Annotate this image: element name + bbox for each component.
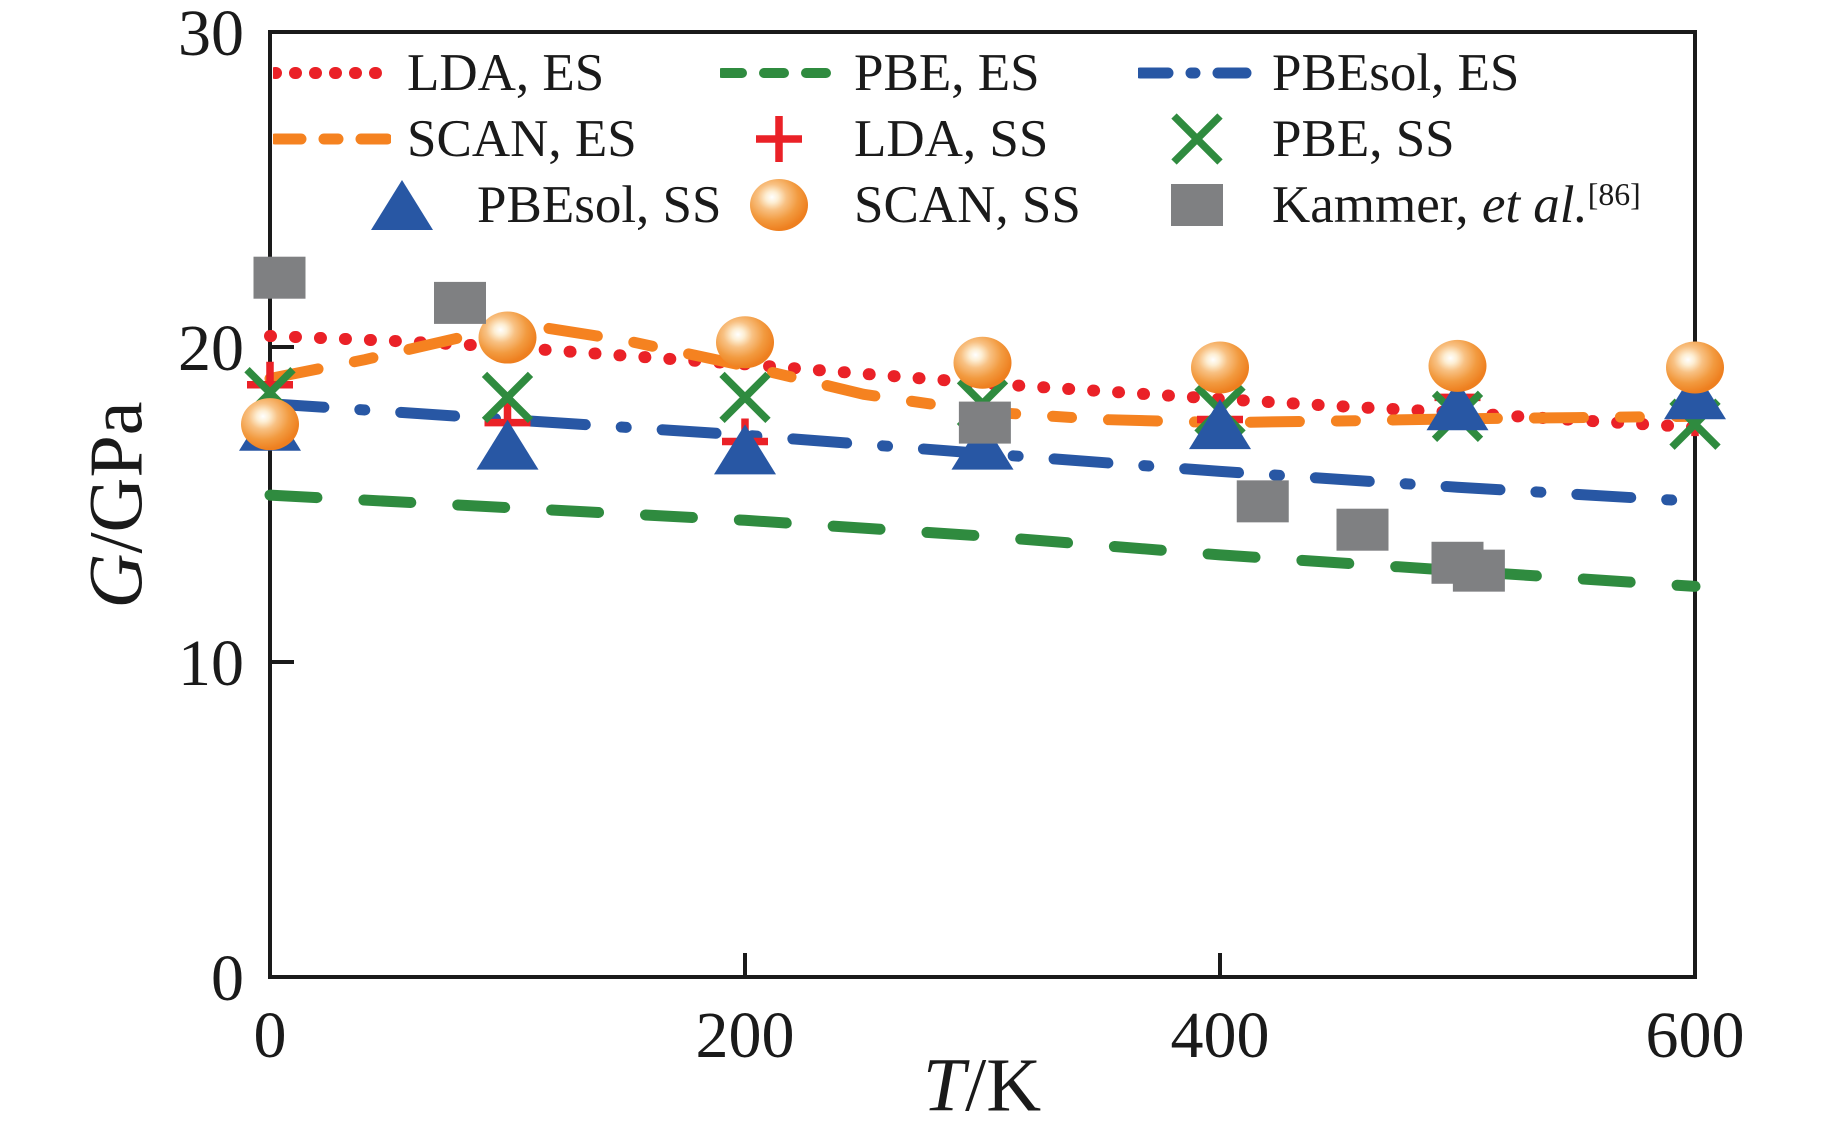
marker-kammer-et-al-86-6	[1452, 549, 1505, 592]
marker-pbesol-ss-6	[1664, 369, 1726, 420]
legend-swatch-kammer-et-al-86	[1171, 184, 1223, 226]
legend-marker-scan-ss	[750, 179, 808, 231]
marker-kammer-et-al-86-2	[958, 401, 1011, 444]
legend-swatch-scan-es	[273, 133, 391, 145]
marker-scan-ss-2	[716, 316, 774, 369]
line-pbe-es	[264, 489, 1701, 592]
legend-label-scan-ss: SCAN, SS	[854, 176, 1081, 234]
legend-item-pbesol-es: PBEsol, ES	[1138, 40, 1641, 106]
x-axis-label: T/K	[923, 1043, 1041, 1130]
marker-scan-ss-5	[1428, 339, 1487, 392]
legend-item-pbe-es: PBE, ES	[720, 40, 1138, 106]
y-axis-label-symbol: G	[74, 553, 159, 609]
y-tick-label-30: 30	[178, 0, 244, 70]
legend-label-pbesol-ss: PBEsol, SS	[477, 176, 722, 234]
legend-label-pbesol-es: PBEsol, ES	[1272, 44, 1520, 102]
marker-scan-ss-3	[953, 336, 1012, 389]
x-axis-label-symbol: T	[922, 1043, 966, 1128]
x-tick-label-600: 600	[1646, 999, 1745, 1072]
marker-kammer-et-al-86-4	[1336, 508, 1389, 551]
x-tick-label-200: 200	[696, 999, 795, 1072]
legend: LDA, ES PBE, ES PBEsol, ES SCAN, ES LDA, SS P…	[273, 40, 1641, 238]
y-tick-label-20: 20	[178, 312, 244, 385]
marker-scan-ss-4	[1191, 341, 1249, 394]
legend-item-scan-ss: SCAN, SS	[720, 172, 1138, 238]
plot-frame	[268, 30, 1697, 979]
legend-swatch-scan-ss	[750, 179, 808, 231]
marker-scan-ss-0	[241, 398, 299, 451]
y-tick-label-10: 10	[178, 627, 244, 700]
marker-pbesol-ss-3	[951, 419, 1014, 470]
x-tick-label-0: 0	[254, 999, 287, 1072]
x-tick-label-400: 400	[1171, 999, 1270, 1072]
legend-marker-kammer-et-al-86	[1171, 184, 1223, 226]
marker-scan-ss-6	[1666, 341, 1724, 394]
legend-label-pbe-ss: PBE, SS	[1272, 110, 1455, 168]
marker-pbe-ss-2	[719, 371, 771, 424]
legend-marker-pbe-ss	[1171, 113, 1223, 165]
legend-item-pbe-ss: PBE, SS	[1138, 106, 1641, 172]
legend-marker-lda-ss	[756, 116, 802, 162]
legend-swatch-lda-es	[273, 67, 391, 79]
legend-label-scan-es: SCAN, ES	[407, 110, 637, 168]
legend-swatch-pbe-ss	[1171, 113, 1223, 165]
legend-label-pbe-es: PBE, ES	[854, 44, 1040, 102]
legend-label-lda-ss: LDA, SS	[854, 110, 1049, 168]
marker-kammer-et-al-86-1	[434, 281, 486, 324]
legend-swatch-pbesol-ss	[371, 180, 433, 230]
legend-label-lda-es: LDA, ES	[407, 44, 605, 102]
y-axis-label: G/GPa	[74, 402, 161, 609]
marker-kammer-et-al-86-3	[1236, 480, 1289, 523]
marker-pbesol-ss-4	[1189, 399, 1251, 450]
y-tick-label-0: 0	[211, 942, 244, 1015]
legend-item-lda-ss: LDA, SS	[720, 106, 1138, 172]
legend-label-kammer-et-al-86: Kammer, et al.[86]	[1272, 176, 1641, 234]
marker-kammer-et-al-86-0	[253, 256, 306, 299]
legend-marker-pbesol-ss	[371, 180, 433, 230]
marker-pbesol-ss-2	[714, 424, 776, 475]
y-axis-label-unit: /GPa	[74, 401, 159, 554]
x-axis-label-unit: /K	[965, 1043, 1042, 1128]
legend-swatch-pbesol-es	[1138, 67, 1256, 79]
legend-swatch-pbe-es	[720, 68, 838, 78]
legend-item-pbesol-ss: PBEsol, SS	[273, 172, 722, 238]
marker-pbesol-ss-5	[1426, 380, 1489, 431]
legend-item-scan-es: SCAN, ES	[273, 106, 720, 172]
legend-swatch-lda-ss	[756, 116, 802, 162]
legend-item-lda-es: LDA, ES	[273, 40, 720, 106]
marker-pbe-ss-1	[481, 371, 534, 424]
legend-item-kammer-et-al-86: Kammer, et al.[86]	[1138, 172, 1641, 238]
marker-scan-ss-1	[478, 311, 537, 364]
marker-pbesol-ss-1	[476, 419, 539, 470]
